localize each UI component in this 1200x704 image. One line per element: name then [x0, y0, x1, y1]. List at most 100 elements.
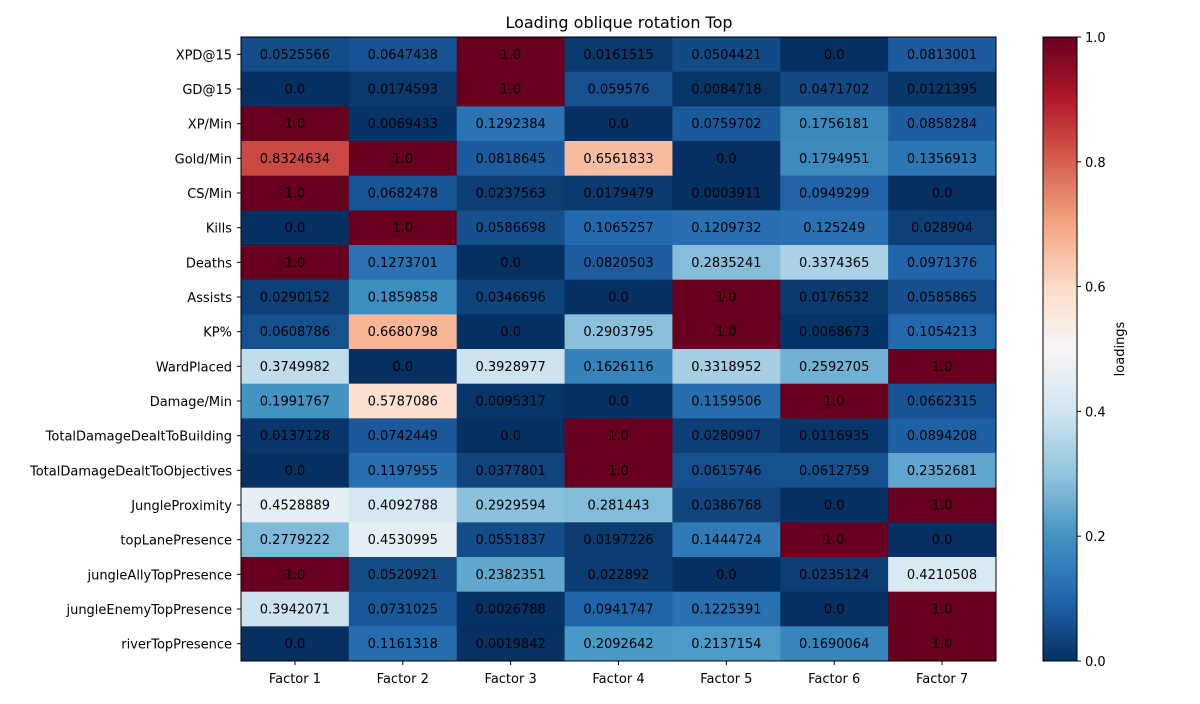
cell-value-label: 0.028904 — [911, 221, 973, 236]
heatmap-cell — [780, 349, 889, 385]
cell-value-label: 0.0647438 — [368, 48, 438, 63]
heatmap-cell — [456, 591, 566, 627]
heatmap-cell — [780, 557, 889, 593]
cell-value-label: 0.0068673 — [799, 325, 869, 340]
heatmap-cell — [780, 626, 889, 662]
heatmap-cell — [780, 314, 889, 350]
heatmap-cell — [456, 175, 566, 211]
cell-value-label: 0.4092788 — [368, 499, 438, 514]
heatmap-cell — [241, 418, 350, 454]
cell-value-label: 0.0026788 — [475, 603, 545, 618]
cell-value-label: 1.0 — [932, 637, 953, 652]
heatmap-cell — [672, 37, 781, 73]
heatmap-cell — [780, 245, 889, 281]
cell-value-label: 0.1292384 — [475, 117, 545, 132]
heatmap-cell — [672, 279, 781, 315]
cell-value-label: 0.0179479 — [583, 187, 653, 202]
x-tick-label: Factor 7 — [916, 672, 968, 687]
cell-value-label: 0.0 — [500, 429, 521, 444]
heatmap-cell — [564, 106, 673, 142]
y-tick-label: XPD@15 — [176, 48, 232, 63]
chart-title: Loading oblique rotation Top — [505, 13, 732, 32]
cell-value-label: 0.0176532 — [799, 291, 869, 306]
y-tick-label: riverTopPresence — [121, 638, 232, 653]
heatmap-cell — [241, 175, 350, 211]
heatmap-cell — [348, 349, 458, 385]
cell-value-label: 0.0084718 — [691, 83, 761, 98]
heatmap-cell — [564, 279, 673, 315]
heatmap-cell — [456, 106, 566, 142]
y-tick-label: JungleProximity — [130, 499, 232, 514]
y-tick-label: XP/Min — [188, 118, 232, 133]
heatmap-cell — [564, 314, 673, 350]
heatmap-cell — [348, 383, 458, 419]
heatmap-cell — [888, 106, 997, 142]
y-tick-label: Deaths — [186, 256, 232, 271]
heatmap-cell — [888, 210, 997, 246]
heatmap-cell — [780, 141, 889, 177]
heatmap-cell — [780, 453, 889, 489]
y-tick-label: WardPlaced — [156, 360, 232, 375]
cell-value-label: 0.2382351 — [475, 568, 545, 583]
cell-value-label: 0.1690064 — [799, 637, 869, 652]
cell-value-label: 0.0 — [500, 256, 521, 271]
heatmap-cell — [672, 522, 781, 558]
heatmap-cell — [672, 175, 781, 211]
x-tick-label: Factor 1 — [269, 672, 321, 687]
heatmap-cell — [564, 210, 673, 246]
cell-value-label: 0.0019842 — [475, 637, 545, 652]
heatmap-cell — [888, 141, 997, 177]
cell-value-label: 1.0 — [932, 603, 953, 618]
heatmap-cell — [672, 383, 781, 419]
heatmap-cell — [564, 522, 673, 558]
heatmap-cell — [780, 522, 889, 558]
cell-value-label: 0.0003911 — [691, 187, 761, 202]
cell-value-label: 0.0504421 — [691, 48, 761, 63]
cell-value-label: 0.1356913 — [907, 152, 977, 167]
cell-value-label: 0.0 — [824, 48, 845, 63]
cell-value-label: 0.0290152 — [260, 291, 330, 306]
cell-value-label: 0.0 — [285, 221, 306, 236]
heatmap-cell — [348, 591, 458, 627]
colorbar: 0.0 0.2 0.4 0.6 0.8 1.0 loadings — [1042, 31, 1128, 670]
cell-value-label: 0.0520921 — [368, 568, 438, 583]
heatmap-cell — [564, 245, 673, 281]
x-tick-label: Factor 5 — [700, 672, 752, 687]
cell-value-label: 0.0161515 — [583, 48, 653, 63]
heatmap-cell — [348, 557, 458, 593]
heatmap-cell — [672, 210, 781, 246]
heatmap-cell — [241, 487, 350, 523]
cell-value-label: 0.0612759 — [799, 464, 869, 479]
heatmap-cell — [348, 626, 458, 662]
heatmap-cell — [888, 383, 997, 419]
cell-value-label: 0.1756181 — [799, 117, 869, 132]
heatmap-cell — [241, 453, 350, 489]
heatmap-cell — [456, 487, 566, 523]
heatmap-cell — [564, 626, 673, 662]
cell-value-label: 0.0 — [824, 499, 845, 514]
heatmap-cell — [888, 37, 997, 73]
colorbar-tick-label: 0.6 — [1085, 281, 1106, 296]
heatmap-cell — [780, 418, 889, 454]
cell-value-label: 1.0 — [932, 499, 953, 514]
heatmap-cell — [241, 349, 350, 385]
cell-value-label: 0.0 — [716, 152, 737, 167]
cell-value-label: 0.0608786 — [260, 325, 330, 340]
heatmap-cell — [672, 141, 781, 177]
heatmap-cell — [888, 349, 997, 385]
cell-value-label: 1.0 — [500, 48, 521, 63]
cell-value-label: 0.2137154 — [691, 637, 761, 652]
cell-value-label: 0.2929594 — [475, 499, 545, 514]
colorbar-tick-label: 0.2 — [1085, 530, 1106, 545]
cell-value-label: 1.0 — [716, 325, 737, 340]
heatmap-cell — [241, 522, 350, 558]
cell-value-label: 1.0 — [285, 117, 306, 132]
x-tick-label: Factor 3 — [485, 672, 537, 687]
heatmap-cell — [888, 314, 997, 350]
cell-value-label: 0.0 — [285, 83, 306, 98]
heatmap-cell — [348, 141, 458, 177]
heatmap-cell — [672, 487, 781, 523]
cell-value-label: 0.0280907 — [691, 429, 761, 444]
heatmap-cell — [348, 245, 458, 281]
heatmap-cell — [888, 591, 997, 627]
